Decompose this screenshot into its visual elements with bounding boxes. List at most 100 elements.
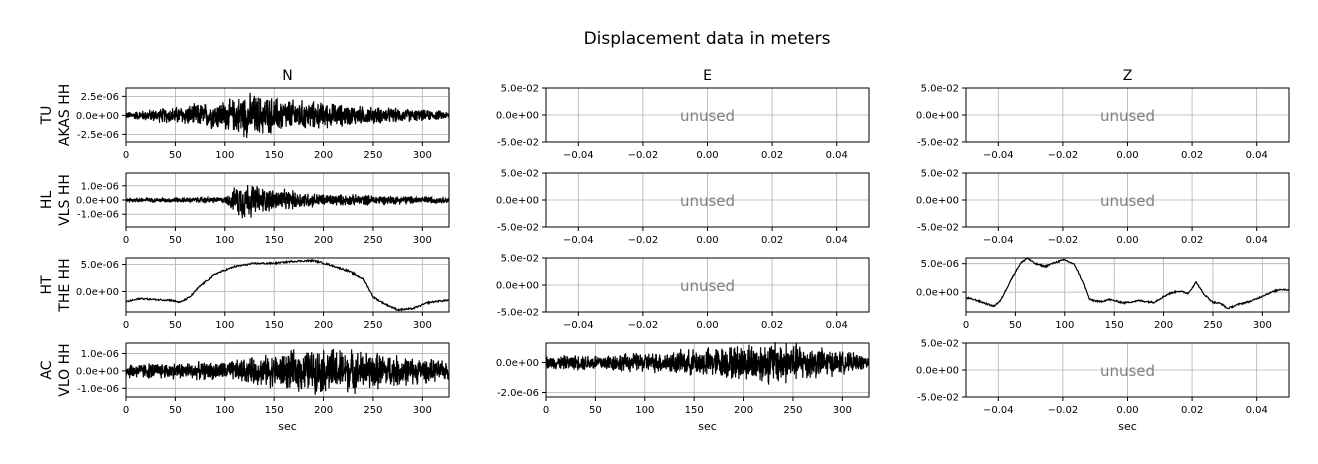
panel-hl-vls-hh-n: 0 50 100 150 200 250 300 -1.0e-06 0.0e+00 1.0e-06 [76,172,449,246]
axes-frame [125,257,450,313]
x-tick-label: 50 [169,235,182,246]
y-tick-label: 0.0e+00 [496,111,539,122]
series-line [966,258,1289,309]
x-tick-label: −0.04 [563,320,594,331]
x-tick-label: 250 [1203,320,1222,331]
row-label-network: HL [39,191,55,210]
x-tick-label: −0.04 [983,150,1014,161]
x-tick-label: 0.02 [761,235,783,246]
row-label-station: VLO HH [57,343,73,396]
x-tick-label: 200 [314,235,333,246]
x-tick-label: 0.02 [1181,150,1203,161]
y-tick-label: -5.0e-02 [917,393,959,404]
x-tick-label: 200 [1154,320,1173,331]
panel-ht-the-hh-n: 0 50 100 150 200 250 300 0.0e+00 5.0e-06 [76,257,450,331]
x-tick-label: 0 [543,405,549,416]
row-label-station: AKAS HH [57,84,73,146]
x-tick-label: 300 [413,320,432,331]
y-tick-label: 0.0e+00 [496,281,539,292]
x-tick-label: 0.00 [1116,150,1138,161]
x-tick-label: −0.02 [628,235,659,246]
y-tick-label: 2.5e-06 [81,92,119,103]
x-tick-label: 0.04 [1246,405,1268,416]
row-label-tu: TU AKAS HH [39,84,73,146]
x-tick-label: 250 [783,405,802,416]
x-tick-label: 250 [363,405,382,416]
series-line [126,349,449,395]
x-tick-label: 200 [734,405,753,416]
y-tick-label: 0.0e+00 [496,358,539,369]
x-tick-label: −0.02 [628,150,659,161]
x-tick-label: 300 [1253,320,1272,331]
row-label-station: THE HH [57,258,73,312]
x-tick-label: 0.04 [826,320,848,331]
axes-frame [965,257,1290,313]
y-tick-label: 0.0e+00 [76,111,119,122]
unused-annotation: unused [1100,107,1155,125]
y-tick-label: -1.0e-06 [77,210,119,221]
x-tick-label: 0.00 [696,320,718,331]
axes-frame [545,342,870,398]
y-tick-label: 5.0e-02 [921,84,959,95]
x-tick-label: −0.02 [628,320,659,331]
x-tick-label: 300 [833,405,852,416]
x-axis-label: sec [278,420,297,433]
x-tick-label: 0 [123,150,129,161]
x-tick-label: 300 [413,150,432,161]
y-tick-label: 5.0e-02 [921,169,959,180]
x-tick-label: 0 [963,320,969,331]
x-axis-label: sec [1118,420,1137,433]
x-tick-label: 100 [1055,320,1074,331]
x-tick-label: 0.00 [1116,405,1138,416]
unused-annotation: unused [680,107,735,125]
x-tick-label: 250 [363,235,382,246]
y-tick-label: 5.0e-06 [81,260,119,271]
x-tick-label: 200 [314,320,333,331]
x-tick-label: 0 [123,405,129,416]
x-tick-label: 0.02 [761,150,783,161]
x-tick-label: 100 [215,320,234,331]
x-tick-label: −0.02 [1048,235,1079,246]
x-tick-label: 150 [265,320,284,331]
y-tick-label: -5.0e-02 [497,308,539,319]
x-tick-label: 50 [589,405,602,416]
x-tick-label: 0.04 [826,150,848,161]
x-tick-label: 150 [265,405,284,416]
x-tick-label: 150 [1105,320,1124,331]
y-tick-label: 5.0e-02 [921,339,959,350]
panel-ac-vlo-hh-n: 0 50 100 150 200 250 300 -1.0e-06 0.0e+00 1.0e-06… [76,342,449,433]
x-tick-label: 0.00 [696,235,718,246]
series-line [126,93,449,138]
y-tick-label: -2.5e-06 [77,130,119,141]
panel-tu-akas-hh-n: 0 50 100 150 200 250 300 -2.5e-06 0.0e+00 2.5e-06 [76,87,449,161]
panel-hl-vls-hh-z: unused −0.04 −0.02 0.00 0.02 0.04 -5.0e-02 0.0e… [916,169,1290,246]
x-tick-label: 100 [215,150,234,161]
x-tick-label: 100 [215,235,234,246]
figure-title: Displacement data in meters [584,29,831,49]
column-header-z: Z [1123,68,1133,84]
y-tick-label: 0.0e+00 [76,366,119,377]
series-line [126,185,449,218]
x-tick-label: −0.04 [563,150,594,161]
unused-annotation: unused [680,277,735,295]
y-tick-label: -5.0e-02 [917,138,959,149]
x-tick-label: 0.02 [1181,405,1203,416]
y-tick-label: 5.0e-02 [501,84,539,95]
x-tick-label: 0.02 [1181,235,1203,246]
y-tick-label: -5.0e-02 [497,138,539,149]
x-tick-label: 0.04 [826,235,848,246]
x-tick-label: 0.00 [1116,235,1138,246]
panel-ac-vlo-hh-e: 0 50 100 150 200 250 300 -2.0e-06 0.0e+00 sec [496,342,869,433]
row-label-hl: HL VLS HH [39,174,73,226]
y-tick-label: 0.0e+00 [916,288,959,299]
y-tick-label: 1.0e-06 [81,349,119,360]
x-tick-label: 150 [265,150,284,161]
unused-annotation: unused [680,192,735,210]
panel-ht-the-hh-z: 0 50 100 150 200 250 300 0.0e+00 5.0e-06 [916,258,1289,331]
y-tick-label: 0.0e+00 [916,111,959,122]
x-tick-label: 300 [413,235,432,246]
panel-tu-akas-hh-e: unused −0.04 −0.02 0.00 0.02 0.04 -5.0e-02 0.0e… [496,84,870,161]
x-tick-label: 50 [169,405,182,416]
